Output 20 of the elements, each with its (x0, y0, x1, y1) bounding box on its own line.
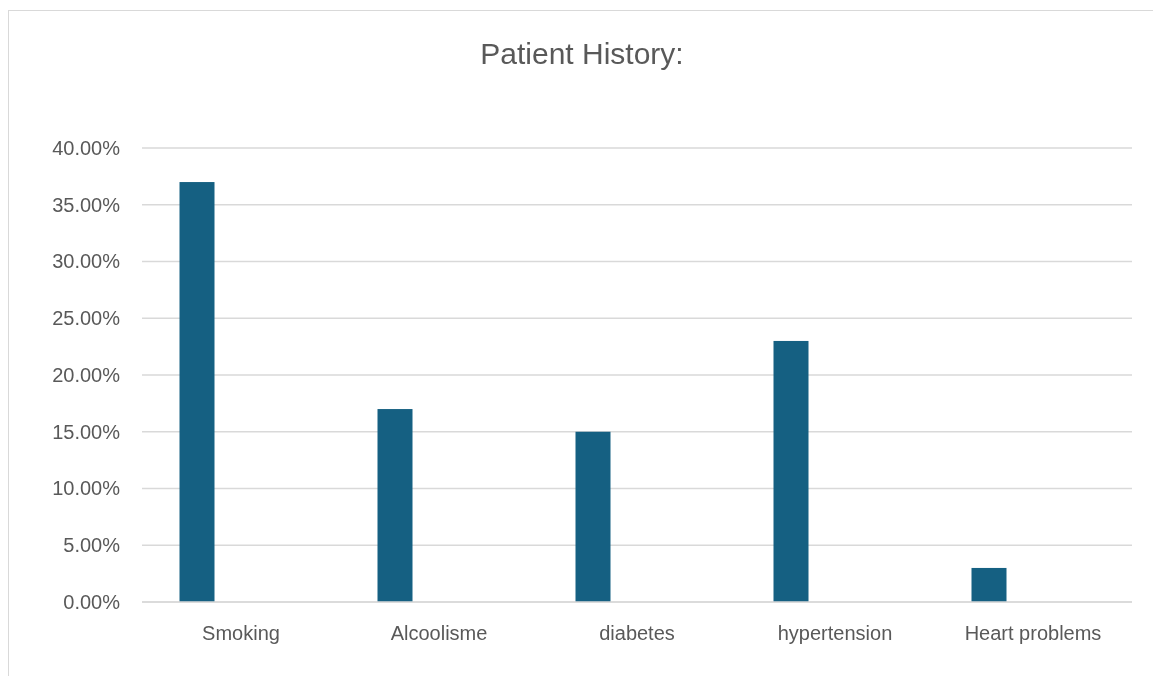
y-tick-label: 20.00% (52, 363, 121, 386)
x-tick-label: Heart problems (964, 622, 1102, 645)
bar (179, 182, 215, 602)
x-tick-label: hypertension (777, 622, 893, 645)
bar (575, 431, 611, 602)
x-tick-label: Alcoolisme (390, 622, 488, 645)
chart-title: Patient History: (480, 37, 684, 70)
x-tick-label: diabetes (599, 622, 675, 645)
y-tick-label: 10.00% (52, 477, 121, 500)
y-tick-label: 0.00% (63, 590, 121, 613)
y-tick-label: 35.00% (52, 193, 121, 216)
x-tick-label: Smoking (202, 622, 280, 645)
y-tick-label: 40.00% (52, 136, 121, 159)
y-tick-label: 30.00% (52, 250, 121, 273)
bar (377, 409, 413, 602)
y-tick-label: 15.00% (52, 420, 121, 443)
bar (971, 567, 1007, 602)
y-tick-label: 25.00% (52, 307, 121, 330)
y-tick-label: 5.00% (63, 534, 121, 557)
bar (773, 340, 809, 602)
